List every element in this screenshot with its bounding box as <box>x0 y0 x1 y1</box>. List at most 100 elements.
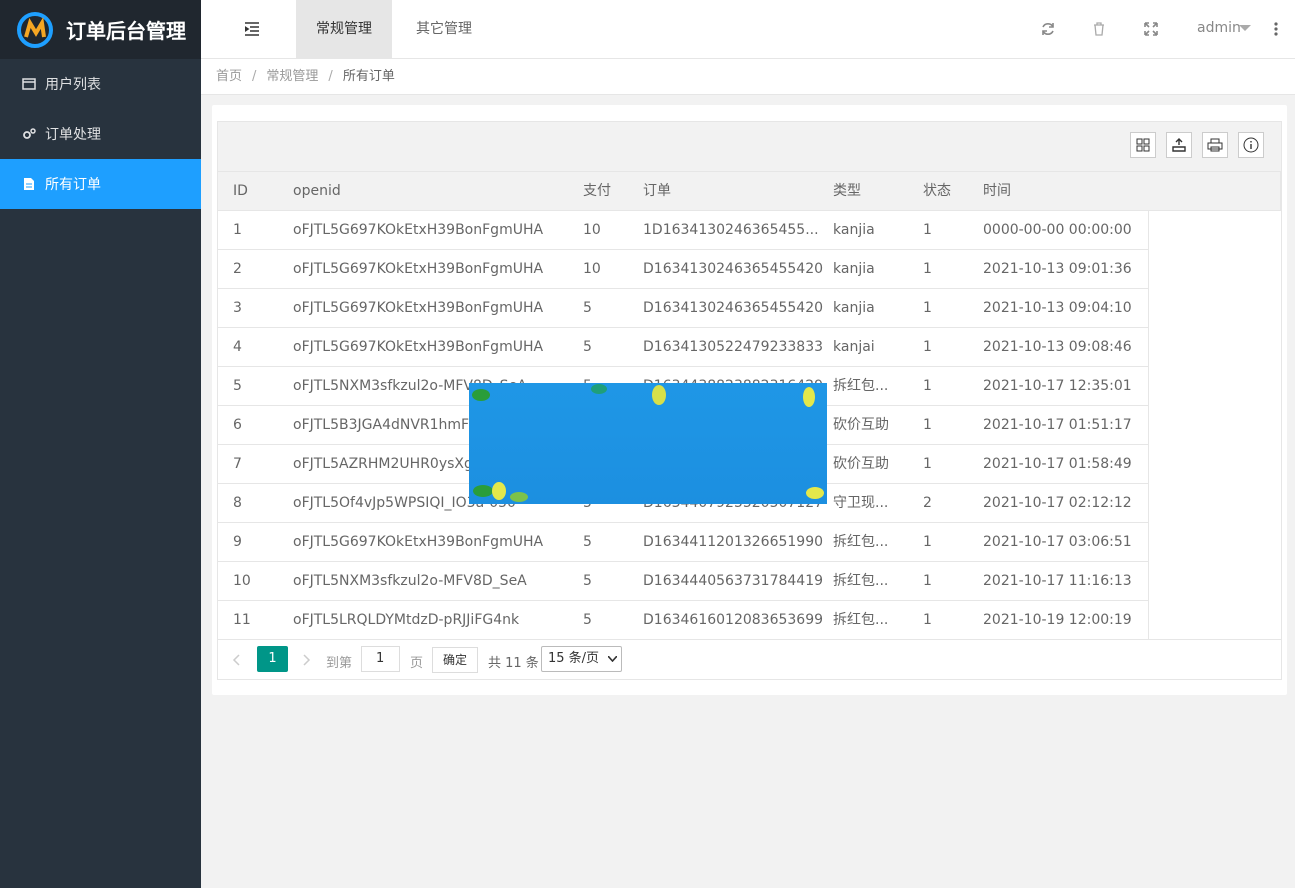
tab[interactable]: 其它管理 <box>416 21 472 37</box>
column-header: 时间 <box>983 183 1011 199</box>
table-cell: D1634411201326651990 <box>643 534 823 550</box>
table-cell: 1 <box>923 378 932 394</box>
table-cell: 1 <box>923 573 932 589</box>
menu: 用户列表订单处理所有订单 <box>0 59 201 209</box>
table-cell: 拆红包... <box>833 378 889 394</box>
table-cell: 2 <box>233 261 242 277</box>
collapse-icon[interactable] <box>245 22 261 36</box>
table-cell: 2021-10-19 12:00:19 <box>983 612 1132 628</box>
delete-icon[interactable] <box>1093 22 1105 36</box>
table-cell: 5 <box>583 534 592 550</box>
table-cell: 2021-10-17 11:16:13 <box>983 573 1132 589</box>
table-cell: 1 <box>923 339 932 355</box>
breadcrumb-separator: / <box>328 69 333 84</box>
goto-label: 到第 <box>326 656 353 671</box>
user-name[interactable]: admin <box>1197 20 1241 36</box>
table-cell: 7 <box>233 456 242 472</box>
page-size-select[interactable]: 15 条/页 <box>541 646 622 672</box>
table-header: ID openid 支付 订单 类型 状态 时间 <box>218 172 1281 211</box>
confirm-button[interactable]: 确定 <box>432 647 478 673</box>
table-cell: D1634130522479233833 <box>643 339 823 355</box>
table-cell: oFJTL5G697KOkEtxH39BonFgmUHA <box>293 222 544 238</box>
table-cell: 11 <box>233 612 251 628</box>
table-cell: D1634440563731784419 <box>643 573 823 589</box>
table-cell: 10 <box>583 222 601 238</box>
menu-item[interactable]: 用户列表 <box>0 59 201 109</box>
table-cell: oFJTL5LRQLDYMtdzD-pRJJiFG4nk <box>293 612 520 628</box>
card: ID openid 支付 订单 类型 状态 时间 1 oFJTL5G697KOkEtxH39Bo… <box>212 105 1287 695</box>
table-cell: kanjia <box>833 300 875 316</box>
table-cell: oFJTL5NXM3sfkzul2o-MFV8D_SeA <box>293 573 527 589</box>
app-title: 订单后台管理 <box>66 19 186 43</box>
column-header: openid <box>293 183 341 199</box>
table-cell: 2021-10-17 12:35:01 <box>983 378 1132 394</box>
columns-button[interactable] <box>1130 132 1156 158</box>
table-cell: 砍价互助 <box>833 456 889 472</box>
column-header: ID <box>233 183 248 199</box>
table-cell: 4 <box>233 339 242 355</box>
column-header: 状态 <box>923 183 951 199</box>
table-cell: oFJTL5Of4vJp5WPSIQI_IO3a-050 <box>293 495 516 511</box>
table-cell: 5 <box>583 339 592 355</box>
fullscreen-icon[interactable] <box>1144 22 1158 36</box>
table-cell: 1 <box>923 300 932 316</box>
table-cell: 2021-10-17 01:58:49 <box>983 456 1132 472</box>
export-button[interactable] <box>1166 132 1192 158</box>
info-button[interactable] <box>1238 132 1264 158</box>
table-cell: kanjia <box>833 261 875 277</box>
table-cell: oFJTL5AZRHM2UHR0ysXg <box>293 456 473 472</box>
more-icon[interactable] <box>1274 22 1278 36</box>
table-cell: 2021-10-17 03:06:51 <box>983 534 1132 550</box>
table-cell: D1634616012083653699 <box>643 612 823 628</box>
leaves <box>472 384 824 502</box>
table-cell: 1 <box>923 456 932 472</box>
current-page[interactable]: 1 <box>257 646 288 672</box>
table: ID openid 支付 订单 类型 状态 时间 1 oFJTL5G697KOkEtxH39Bo… <box>217 121 1282 680</box>
table-cell: 6 <box>233 417 242 433</box>
table-cell: oFJTL5G697KOkEtxH39BonFgmUHA <box>293 534 544 550</box>
prev-button[interactable] <box>232 654 240 666</box>
table-cell: 2021-10-13 09:01:36 <box>983 261 1132 277</box>
menu-item[interactable]: 订单处理 <box>0 109 201 159</box>
table-cell: 2 <box>923 495 932 511</box>
table-cell: 10 <box>233 573 251 589</box>
tab[interactable]: 常规管理 <box>296 0 392 59</box>
goto-input[interactable]: 1 <box>361 646 400 672</box>
table-cell: 10 <box>583 261 601 277</box>
table-cell: 守卫现... <box>833 495 889 511</box>
table-cell: 拆红包... <box>833 534 889 550</box>
table-cell: 8 <box>233 495 242 511</box>
breadcrumb-item: 所有订单 <box>342 69 395 84</box>
next-button[interactable] <box>303 654 311 666</box>
table-cell: 1 <box>923 222 932 238</box>
table-cell: 1D1634130246365455... <box>643 222 819 238</box>
menu-label: 订单处理 <box>45 127 101 143</box>
refresh-icon[interactable] <box>1041 22 1055 36</box>
table-cell: 3 <box>233 300 242 316</box>
table-cell: 1 <box>923 612 932 628</box>
table-cell: D1634130246365455420 <box>643 261 823 277</box>
menu-item[interactable]: 所有订单 <box>0 159 201 209</box>
table-cell: 9 <box>233 534 242 550</box>
toolbar <box>218 122 1281 172</box>
table-cell: 拆红包... <box>833 612 889 628</box>
table-cell: 5 <box>583 573 592 589</box>
table-cell: D1634130246365455420 <box>643 300 823 316</box>
total-count: 共 11 条 <box>488 656 539 671</box>
breadcrumb-item[interactable]: 首页 <box>216 69 243 84</box>
table-cell: 2021-10-17 02:12:12 <box>983 495 1132 511</box>
table-cell: kanjai <box>833 339 875 355</box>
table-cell: 2021-10-13 09:04:10 <box>983 300 1132 316</box>
table-row: 4 oFJTL5G697KOkEtxH39BonFgmUHA 5 D163413052… <box>218 328 1149 367</box>
table-cell: oFJTL5NXM3sfkzul2o-MFV8D_SeA <box>293 378 527 394</box>
table-cell: 0000-00-00 00:00:00 <box>983 222 1132 238</box>
column-header: 支付 <box>583 183 611 199</box>
breadcrumb-item[interactable]: 常规管理 <box>266 69 319 84</box>
menu-label: 所有订单 <box>45 177 101 193</box>
table-cell: 2021-10-13 09:08:46 <box>983 339 1132 355</box>
logo: 订单后台管理 <box>0 0 201 59</box>
topbar: 常规管理 其它管理 admin <box>201 0 1295 59</box>
table-cell: 1 <box>233 222 242 238</box>
sidebar: 订单后台管理 用户列表订单处理所有订单 <box>0 0 201 888</box>
print-button[interactable] <box>1202 132 1228 158</box>
